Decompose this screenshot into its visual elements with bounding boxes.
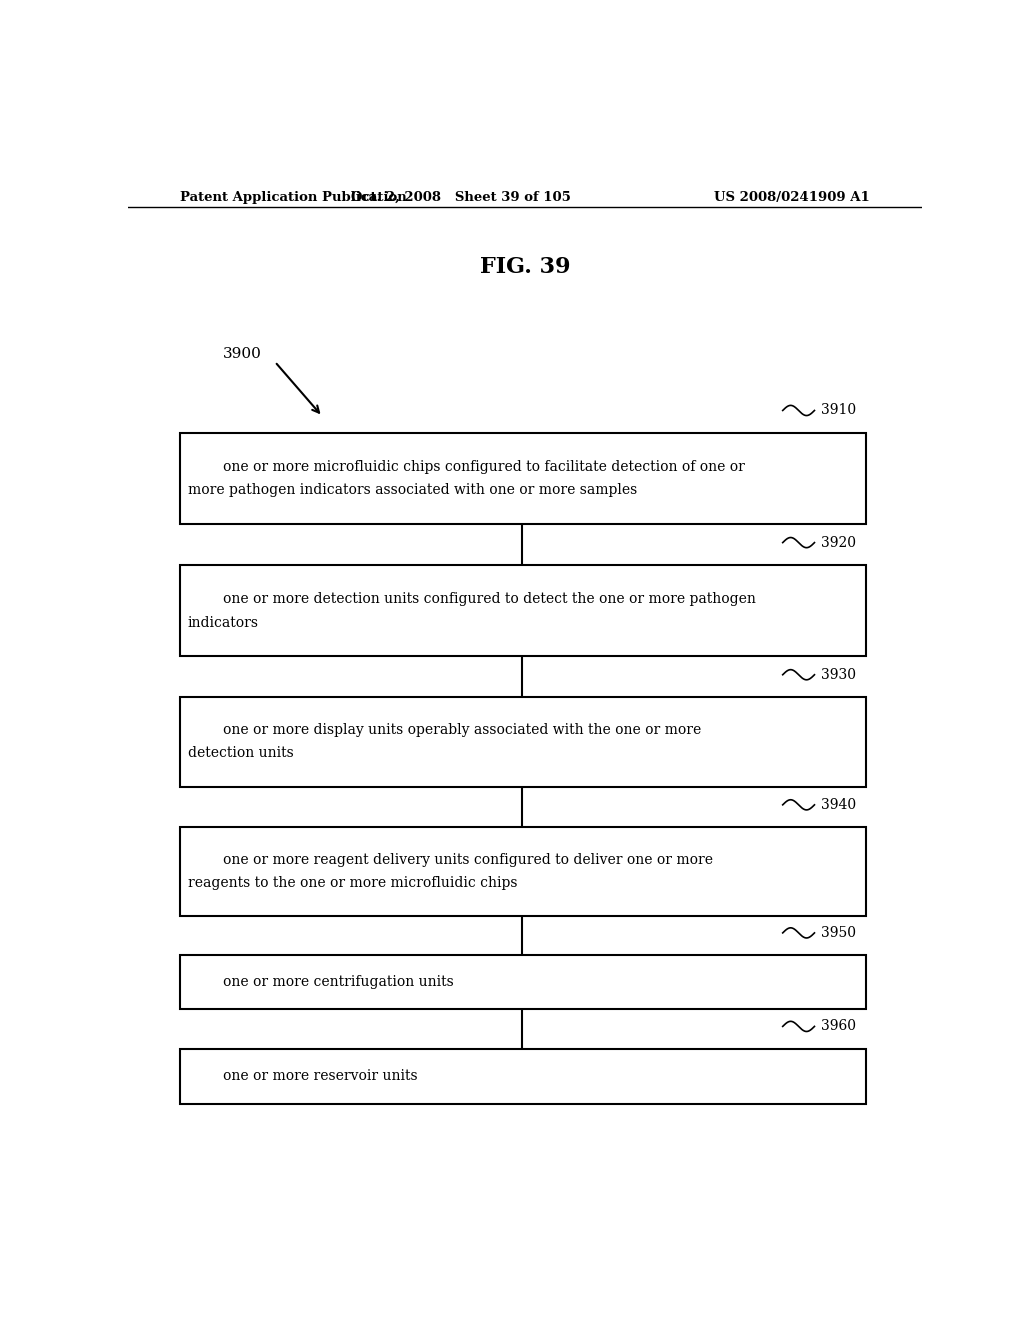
Text: 3910: 3910 (821, 404, 856, 417)
Text: 3960: 3960 (821, 1019, 856, 1034)
Text: one or more display units operably associated with the one or more: one or more display units operably assoc… (223, 723, 701, 737)
Text: one or more microfluidic chips configured to facilitate detection of one or: one or more microfluidic chips configure… (223, 459, 745, 474)
Text: one or more detection units configured to detect the one or more pathogen: one or more detection units configured t… (223, 591, 756, 606)
Text: one or more centrifugation units: one or more centrifugation units (223, 975, 454, 989)
Text: reagents to the one or more microfluidic chips: reagents to the one or more microfluidic… (187, 876, 517, 890)
Text: Oct. 2, 2008   Sheet 39 of 105: Oct. 2, 2008 Sheet 39 of 105 (351, 190, 571, 203)
Text: FIG. 39: FIG. 39 (479, 256, 570, 279)
Text: 3930: 3930 (821, 668, 856, 681)
Text: US 2008/0241909 A1: US 2008/0241909 A1 (715, 190, 870, 203)
Bar (179, 565, 866, 656)
Text: more pathogen indicators associated with one or more samples: more pathogen indicators associated with… (187, 483, 637, 498)
Text: Patent Application Publication: Patent Application Publication (179, 190, 407, 203)
Bar (179, 433, 866, 524)
Text: indicators: indicators (187, 615, 258, 630)
Bar (179, 1049, 866, 1104)
Text: one or more reservoir units: one or more reservoir units (223, 1069, 418, 1084)
Text: detection units: detection units (187, 746, 293, 760)
Bar (179, 697, 866, 787)
Text: 3950: 3950 (821, 925, 856, 940)
Text: 3940: 3940 (821, 797, 856, 812)
Text: 3920: 3920 (821, 536, 856, 549)
Text: 3900: 3900 (223, 347, 262, 360)
Bar (179, 956, 866, 1008)
Bar (179, 828, 866, 916)
Text: one or more reagent delivery units configured to deliver one or more: one or more reagent delivery units confi… (223, 853, 714, 867)
